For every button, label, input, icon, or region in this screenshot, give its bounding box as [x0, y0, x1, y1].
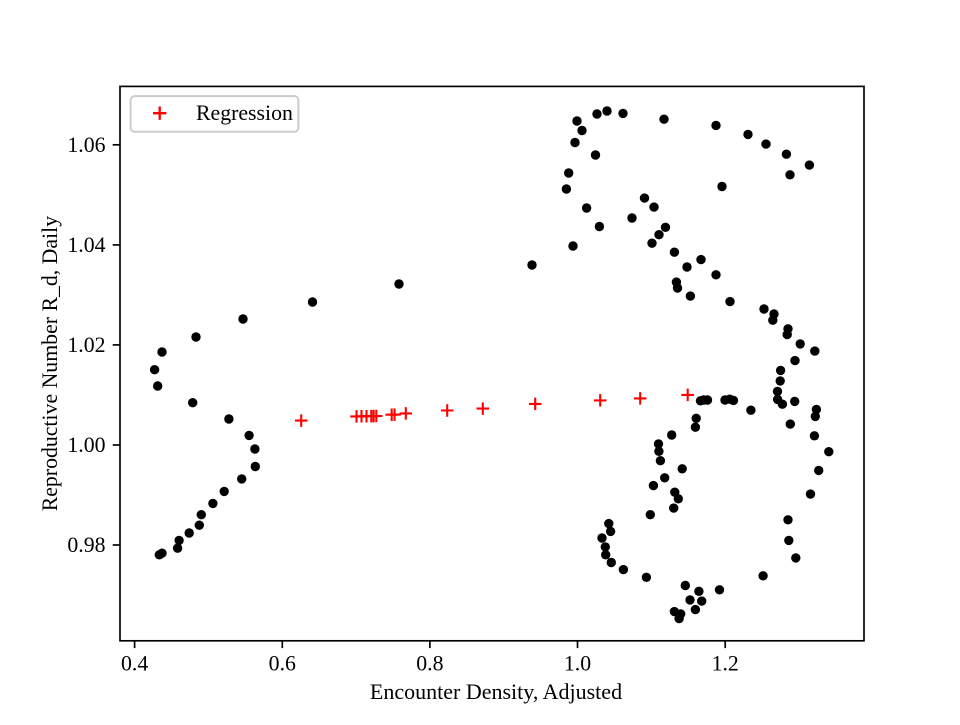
svg-text:0.8: 0.8	[416, 652, 443, 676]
svg-text:1.06: 1.06	[67, 133, 105, 157]
svg-text:0.6: 0.6	[269, 652, 296, 676]
svg-text:0.98: 0.98	[67, 533, 105, 557]
svg-text:Encounter Density, Adjusted: Encounter Density, Adjusted	[370, 679, 622, 704]
svg-text:Regression: Regression	[196, 101, 293, 125]
svg-text:1.0: 1.0	[564, 652, 591, 676]
svg-text:1.2: 1.2	[712, 652, 739, 676]
svg-text:1.04: 1.04	[67, 233, 105, 257]
svg-text:0.4: 0.4	[121, 652, 148, 676]
svg-text:Reproductive Number R_d, Daily: Reproductive Number R_d, Daily	[38, 216, 62, 512]
svg-text:1.00: 1.00	[67, 433, 105, 457]
svg-text:1.02: 1.02	[67, 333, 105, 357]
